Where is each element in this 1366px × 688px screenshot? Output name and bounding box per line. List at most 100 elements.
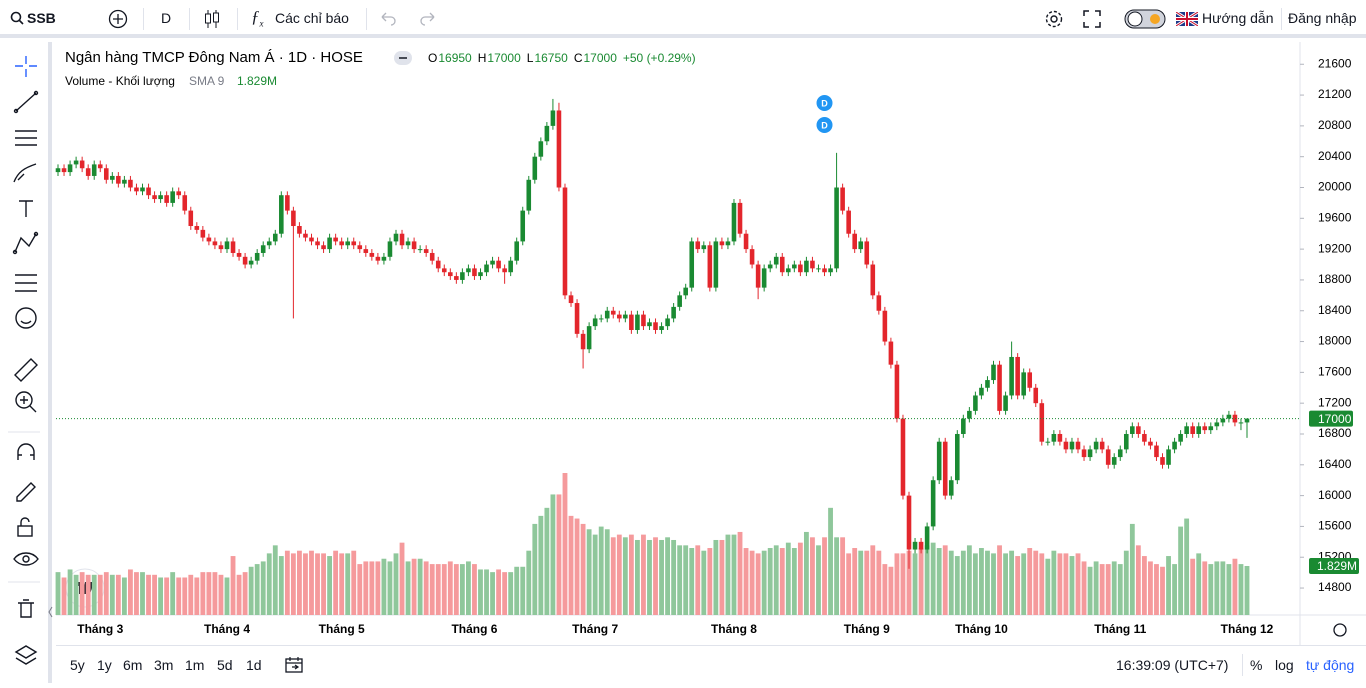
volume-bar <box>622 537 628 615</box>
candle-body <box>508 260 513 273</box>
event-marker[interactable] <box>816 117 833 133</box>
candle-body <box>321 245 326 250</box>
add-symbol[interactable] <box>108 9 128 29</box>
y-tick-label: 20800 <box>1318 118 1352 132</box>
candle-body <box>309 237 314 242</box>
candle-body <box>333 237 338 242</box>
candle-body <box>604 310 610 319</box>
volume-bar <box>864 550 870 615</box>
volume-bar <box>55 572 61 615</box>
candle-body <box>713 241 719 288</box>
candle-body <box>176 191 182 196</box>
separator <box>1281 8 1282 30</box>
volume-bar <box>574 518 580 615</box>
volume-bar <box>1129 523 1135 615</box>
volume-bar <box>803 531 809 615</box>
candle-body <box>526 179 532 211</box>
candle-body <box>955 433 960 481</box>
volume-bar <box>1154 564 1159 615</box>
event-marker[interactable] <box>816 95 833 111</box>
range-button[interactable]: 1m <box>185 657 205 673</box>
candle-body <box>997 364 1002 411</box>
volume-bar <box>785 542 791 615</box>
volume-bar <box>966 545 972 615</box>
candle-body <box>912 541 918 550</box>
volume-bar <box>719 539 725 615</box>
theme-toggle[interactable] <box>1124 8 1166 30</box>
volume-bar <box>333 550 339 615</box>
x-tick-label: Tháng 3 <box>77 622 123 636</box>
chart-type[interactable] <box>203 9 221 29</box>
candle-body <box>484 264 489 273</box>
candle-body <box>647 322 652 327</box>
volume-bar <box>284 550 290 615</box>
candle-body <box>858 241 864 250</box>
interval[interactable]: D <box>161 10 172 26</box>
login-link[interactable]: Đăng nhập <box>1288 10 1357 26</box>
volume-bar <box>188 574 194 615</box>
volume-bar <box>230 556 236 615</box>
ohlc-letter: O <box>428 51 437 65</box>
candle-body <box>399 233 405 246</box>
settings-icon[interactable] <box>1043 8 1065 30</box>
y-tick-label: 20000 <box>1318 180 1352 194</box>
symbol[interactable]: SSB <box>27 10 56 26</box>
volume-bar <box>375 561 381 615</box>
guide-link[interactable]: Hướng dẫn <box>1202 10 1274 26</box>
candle-body <box>520 210 526 242</box>
range-button[interactable]: 6m <box>123 657 143 673</box>
volume-bar <box>290 553 296 615</box>
range-button[interactable]: 3m <box>154 657 174 673</box>
fullscreen-icon[interactable] <box>1083 10 1101 28</box>
undo-redo[interactable] <box>379 11 439 27</box>
volume-bar <box>466 561 471 615</box>
candle-body <box>1226 414 1232 419</box>
range-button[interactable]: 1d <box>246 657 262 673</box>
volume-bar <box>797 542 803 615</box>
candle-body <box>327 237 332 250</box>
log-toggle[interactable]: log <box>1275 657 1294 673</box>
volume-bar <box>749 550 755 615</box>
search-icon[interactable] <box>10 11 24 25</box>
candle-body <box>279 195 284 234</box>
auto-toggle[interactable]: tự động <box>1306 657 1355 673</box>
volume-bar <box>767 548 773 615</box>
volume-bar <box>472 564 477 615</box>
volume-bar <box>272 545 278 615</box>
volume-bar <box>278 556 284 615</box>
volume-bar <box>478 569 483 615</box>
candle-body <box>924 526 930 550</box>
candle-body <box>629 314 634 330</box>
scroll-arrow[interactable] <box>48 606 53 618</box>
volume-bar <box>1226 564 1232 615</box>
range-button[interactable]: 5d <box>217 657 233 673</box>
volume-bar <box>822 537 827 615</box>
volume-bar <box>164 577 170 615</box>
volume-bar <box>659 539 664 615</box>
candle-body <box>1154 445 1159 458</box>
candle-body <box>67 164 73 173</box>
volume-bar <box>303 553 308 615</box>
axis-settings[interactable] <box>1333 623 1347 637</box>
indicators-button[interactable]: Các chỉ báo <box>275 10 349 26</box>
drawing-tools[interactable] <box>0 42 48 683</box>
volume-bar <box>85 574 91 615</box>
volume-bar <box>1148 561 1153 615</box>
volume-bar <box>876 550 882 615</box>
volume-bar <box>1117 564 1123 615</box>
flag-uk <box>1176 12 1198 26</box>
candle-body <box>1202 426 1208 431</box>
range-button[interactable]: 1y <box>97 657 112 673</box>
separator <box>237 8 238 30</box>
volume-bar <box>568 515 574 615</box>
candle-body <box>942 441 948 496</box>
volume-bar <box>206 572 212 615</box>
date-range-icon[interactable] <box>284 655 304 675</box>
fx-icon[interactable]: ƒx <box>251 7 264 29</box>
volume-bar <box>453 564 459 615</box>
percent-toggle[interactable]: % <box>1250 657 1263 673</box>
range-button[interactable]: 5y <box>70 657 85 673</box>
volume-layer <box>55 473 1250 615</box>
volume-bar <box>435 564 441 615</box>
